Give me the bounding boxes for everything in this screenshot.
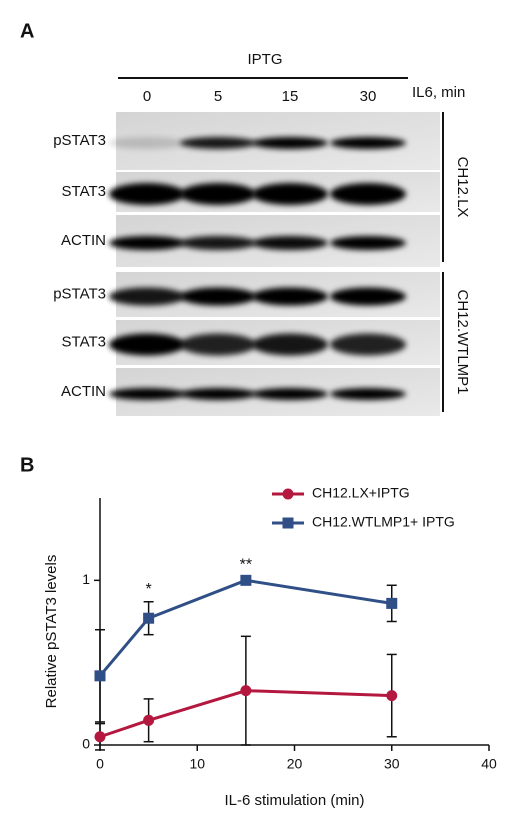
band [330, 333, 406, 356]
row-label: pSTAT3 [53, 285, 106, 302]
legend-label: CH12.WTLMP1+ IPTG [312, 514, 455, 530]
band [180, 236, 256, 250]
group-label: CH12.WTLMP1 [454, 289, 471, 394]
lane-label: 5 [214, 88, 222, 105]
legend-label: CH12.LX+IPTG [312, 485, 410, 501]
lane-axis-label: IL6, min [412, 84, 465, 101]
marker [240, 685, 252, 697]
x-tick-label: 20 [287, 756, 303, 772]
marker [143, 714, 155, 726]
marker [143, 612, 155, 624]
band [109, 388, 185, 400]
x-tick-label: 40 [481, 756, 497, 772]
band [180, 388, 256, 400]
annotation: ** [240, 556, 252, 573]
marker [94, 670, 106, 682]
legend-marker [282, 517, 294, 529]
y-tick-label: 0 [82, 736, 90, 752]
band [252, 287, 328, 306]
marker [386, 597, 398, 609]
row-label: pSTAT3 [53, 132, 106, 149]
y-tick-label: 1 [82, 571, 90, 587]
band [109, 137, 185, 149]
marker [240, 574, 252, 586]
series-line [99, 689, 392, 739]
band [330, 137, 406, 149]
marker [386, 690, 398, 702]
blot-panel: pSTAT3 STAT3 ACTIN pSTAT3 STAT3 ACTIN [53, 112, 440, 416]
band [109, 333, 185, 356]
band [109, 287, 185, 306]
band [330, 236, 406, 250]
band [252, 388, 328, 400]
band [180, 333, 256, 356]
band [330, 287, 406, 306]
band [252, 236, 328, 250]
band [330, 183, 406, 205]
band [109, 236, 185, 250]
row-label: STAT3 [62, 333, 106, 350]
band [180, 183, 256, 205]
lane-label: 0 [143, 88, 151, 105]
band [252, 183, 328, 205]
band [252, 333, 328, 356]
band [180, 137, 256, 149]
band [330, 388, 406, 400]
group-label: CH12.LX [454, 157, 471, 218]
x-axis-label: IL-6 stimulation (min) [224, 792, 364, 809]
band [180, 287, 256, 306]
series-line [98, 578, 392, 677]
row-label: ACTIN [61, 232, 106, 249]
x-tick-label: 0 [96, 756, 104, 772]
panel-label: B [20, 454, 34, 476]
y-axis-label: Relative pSTAT3 levels [43, 555, 60, 709]
x-tick-label: 30 [384, 756, 400, 772]
lane-label: 15 [282, 88, 299, 105]
legend-marker [282, 488, 294, 500]
x-tick-label: 10 [189, 756, 205, 772]
band [252, 137, 328, 149]
row-label: ACTIN [61, 383, 106, 400]
band [109, 183, 185, 205]
row-label: STAT3 [62, 183, 106, 200]
lane-label: 30 [360, 88, 377, 105]
marker [94, 731, 106, 743]
panel-label: A [20, 20, 34, 42]
treatment-label: IPTG [247, 51, 282, 68]
annotation: * [146, 581, 152, 598]
